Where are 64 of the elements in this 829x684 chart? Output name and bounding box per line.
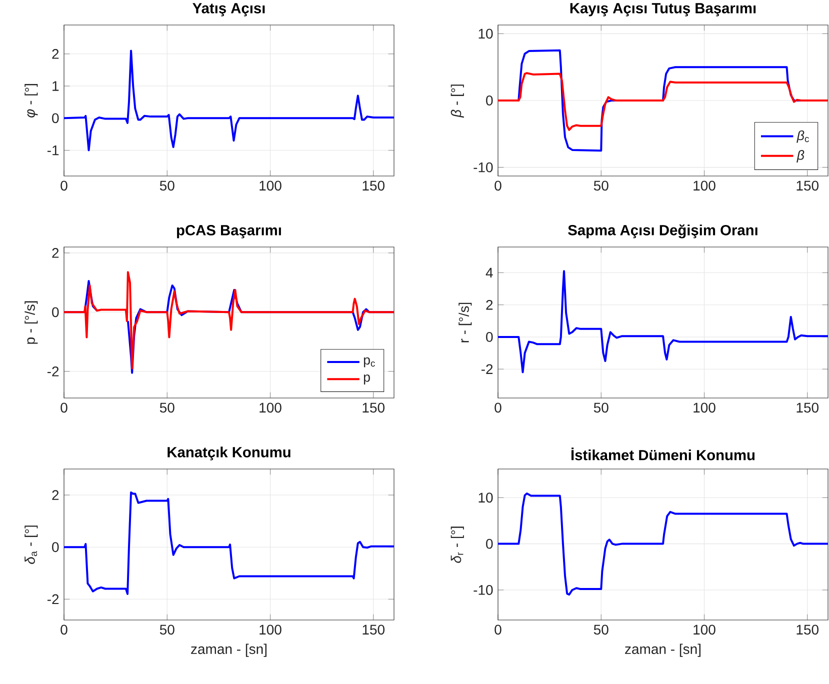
- y-tick-label: 0: [486, 96, 493, 106]
- x-tick-label: 100: [694, 402, 716, 413]
- y-axis-title: δ$_{a}$ - [°]: [24, 526, 38, 564]
- x-tick-label: 150: [362, 402, 385, 413]
- y-tick-label: 4: [486, 268, 493, 278]
- legend-label: β: [796, 150, 804, 162]
- x-tick-label: 50: [160, 624, 174, 635]
- y-axis-title: δ$_{r}$ - [°]: [450, 526, 464, 563]
- x-tick-label: 150: [796, 180, 818, 191]
- legend-label: p$_{c}$: [364, 357, 375, 368]
- chart-title: Kayış Açısı Tutuş Başarımı: [570, 3, 756, 16]
- y-tick-label: -10: [474, 162, 493, 172]
- y-tick-label: 2: [52, 49, 59, 59]
- x-tick-label: 50: [160, 180, 174, 191]
- x-tick-label: 50: [594, 180, 608, 191]
- x-axis-title: zaman - [sn]: [191, 644, 266, 657]
- x-tick-label: 100: [260, 402, 282, 413]
- y-tick-label: 2: [52, 490, 59, 500]
- x-tick-label: 100: [260, 624, 282, 635]
- x-tick-label: 100: [694, 180, 716, 191]
- y-tick-label: 0: [52, 542, 59, 552]
- y-tick-label: 2: [486, 300, 493, 310]
- x-tick-label: 150: [796, 402, 818, 413]
- y-tick-label: 0: [486, 538, 493, 549]
- x-tick-label: 150: [362, 624, 385, 635]
- x-tick-label: 50: [594, 624, 608, 635]
- x-tick-label: 0: [60, 402, 68, 413]
- legend-label: p: [364, 374, 370, 384]
- x-tick-label: 0: [494, 402, 502, 413]
- y-tick-label: -2: [481, 364, 493, 374]
- x-tick-label: 0: [494, 624, 502, 635]
- line-series: [498, 270, 828, 374]
- x-axis-title: zaman - [sn]: [625, 644, 700, 657]
- y-tick-label: 0: [52, 307, 59, 318]
- line-series: [498, 72, 828, 131]
- x-tick-label: 50: [160, 402, 174, 413]
- x-tick-label: 150: [362, 180, 385, 191]
- x-tick-label: 0: [494, 180, 502, 191]
- y-axis-title: φ - [°]: [24, 84, 38, 118]
- y-tick-label: 0: [486, 332, 493, 342]
- chart-title: Sapma Açısı Değişim Oranı: [568, 224, 758, 238]
- x-tick-label: 100: [260, 180, 282, 191]
- y-tick-label: 1: [52, 81, 59, 91]
- x-tick-label: 0: [60, 180, 68, 191]
- x-tick-label: 50: [594, 402, 608, 413]
- x-tick-label: 0: [60, 624, 68, 635]
- y-tick-label: -2: [47, 366, 59, 376]
- chart-title: Kanatçık Konumu: [168, 446, 290, 460]
- y-tick-label: 0: [52, 113, 59, 124]
- x-tick-label: 150: [796, 624, 818, 635]
- y-tick-label: 2: [52, 248, 59, 258]
- y-tick-label: -1: [47, 145, 59, 156]
- y-axis-title: β - [°]: [450, 84, 464, 118]
- y-tick-label: -10: [474, 585, 493, 595]
- legend-label: β$_{c}$: [796, 130, 809, 143]
- y-axis-title: r - [°/s]: [458, 302, 472, 342]
- chart-title: pCAS Başarımı: [176, 225, 281, 238]
- y-tick-label: -2: [47, 594, 59, 604]
- x-tick-label: 100: [694, 624, 716, 635]
- y-tick-label: 10: [478, 28, 493, 39]
- chart-title: Yatış Açısı: [192, 3, 265, 16]
- y-axis-title: p - [°/s]: [24, 301, 38, 344]
- y-tick-label: 10: [478, 492, 493, 503]
- chart-title: İstikamet Dümeni Konumu: [571, 448, 755, 460]
